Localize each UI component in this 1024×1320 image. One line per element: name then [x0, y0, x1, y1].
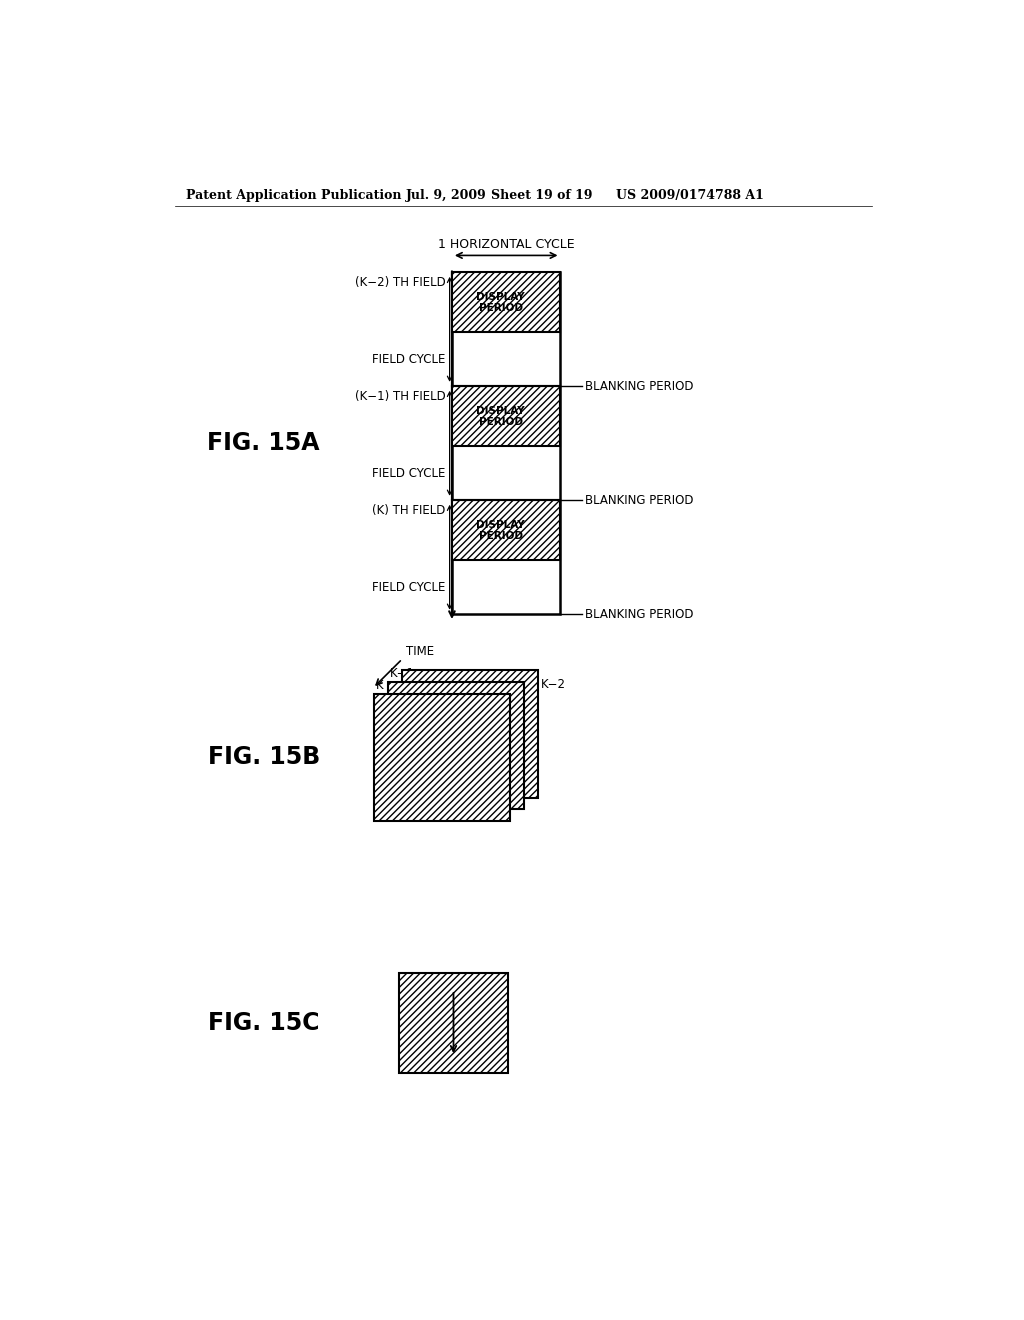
Bar: [452, 500, 560, 561]
Bar: [402, 671, 538, 797]
Text: FIELD CYCLE: FIELD CYCLE: [373, 581, 445, 594]
Text: FIELD CYCLE: FIELD CYCLE: [373, 352, 445, 366]
Text: Patent Application Publication: Patent Application Publication: [186, 189, 401, 202]
Text: K−2: K−2: [541, 678, 566, 692]
Text: TIME: TIME: [407, 644, 434, 657]
Text: (K−2) TH FIELD: (K−2) TH FIELD: [355, 276, 445, 289]
Text: DISPLAY
PERIOD: DISPLAY PERIOD: [476, 520, 525, 541]
Text: FIG. 15A: FIG. 15A: [208, 432, 319, 455]
Text: BLANKING PERIOD: BLANKING PERIOD: [586, 380, 693, 393]
Bar: [375, 693, 510, 821]
Bar: [399, 973, 508, 1073]
Bar: [452, 387, 560, 446]
Text: Jul. 9, 2009: Jul. 9, 2009: [406, 189, 486, 202]
Text: 1 HORIZONTAL CYCLE: 1 HORIZONTAL CYCLE: [438, 238, 574, 251]
Text: K−1: K−1: [390, 668, 415, 681]
Bar: [388, 682, 524, 809]
Text: DISPLAY
PERIOD: DISPLAY PERIOD: [476, 405, 525, 428]
Bar: [452, 272, 560, 614]
Text: (K) TH FIELD: (K) TH FIELD: [373, 504, 445, 517]
Text: US 2009/0174788 A1: US 2009/0174788 A1: [616, 189, 764, 202]
Text: FIELD CYCLE: FIELD CYCLE: [373, 467, 445, 480]
Text: FIG. 15C: FIG. 15C: [208, 1011, 319, 1035]
Text: FIG. 15B: FIG. 15B: [208, 744, 319, 770]
Text: DISPLAY
PERIOD: DISPLAY PERIOD: [476, 292, 525, 313]
Text: Sheet 19 of 19: Sheet 19 of 19: [490, 189, 592, 202]
Text: K: K: [376, 678, 384, 692]
Text: BLANKING PERIOD: BLANKING PERIOD: [586, 494, 693, 507]
Text: (K−1) TH FIELD: (K−1) TH FIELD: [355, 391, 445, 403]
Bar: [452, 272, 560, 333]
Text: BLANKING PERIOD: BLANKING PERIOD: [586, 607, 693, 620]
